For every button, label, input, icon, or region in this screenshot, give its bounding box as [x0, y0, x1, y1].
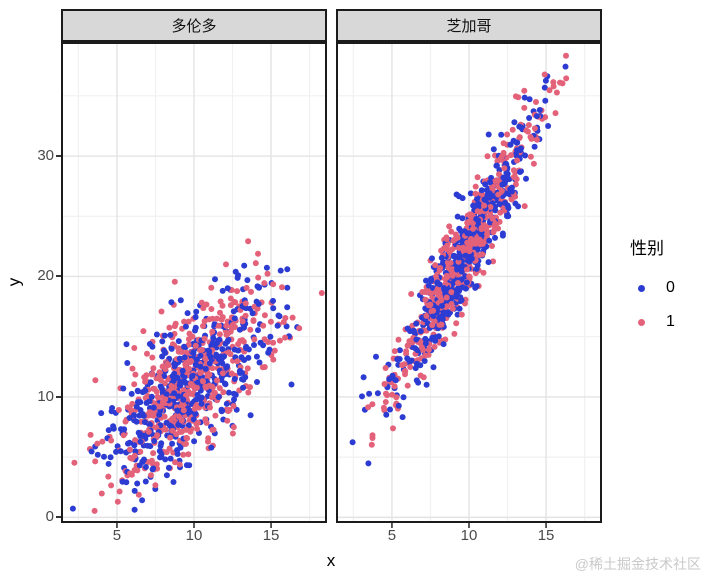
- legend-item-1: 1: [618, 305, 706, 339]
- y-axis-title: y: [4, 277, 24, 287]
- legend-item-label: 1: [666, 313, 675, 330]
- y-tick-label-20: 20: [37, 267, 54, 285]
- y-tick-mark-10: [56, 395, 61, 398]
- scatter-points-facet-1: [349, 52, 570, 467]
- x-tick-label-1-15: 15: [537, 527, 555, 544]
- legend-key-dot-0: [638, 284, 645, 292]
- facet-strip-1: 芝加哥: [336, 9, 602, 42]
- legend-title: 性别: [630, 239, 664, 258]
- x-tick-label-1-5: 5: [387, 527, 397, 544]
- y-tick-label-30: 30: [37, 147, 54, 165]
- legend-item-label: 0: [666, 279, 675, 296]
- y-tick-label-0: 0: [45, 508, 54, 526]
- y-tick-label-10: 10: [37, 387, 54, 405]
- x-axis-title: x: [326, 551, 336, 570]
- x-tick-label-0-5: 5: [112, 527, 122, 544]
- x-tick-label-0-15: 15: [262, 527, 280, 544]
- watermark-text: @稀土掘金技术社区: [574, 556, 701, 572]
- scatter-points-facet-0: [69, 238, 325, 514]
- y-tick-mark-20: [56, 275, 61, 278]
- x-tick-label-0-10: 10: [185, 527, 203, 544]
- y-tick-mark-0: [56, 516, 61, 519]
- legend-key-dot-1: [638, 318, 645, 326]
- facet-panel-1: [336, 42, 602, 528]
- x-tick-label-1-10: 10: [460, 527, 478, 544]
- y-tick-mark-30: [56, 155, 61, 158]
- facet-strip-0: 多伦多: [61, 9, 327, 42]
- facet-panel-0: [61, 42, 327, 528]
- legend-item-0: 0: [618, 271, 706, 305]
